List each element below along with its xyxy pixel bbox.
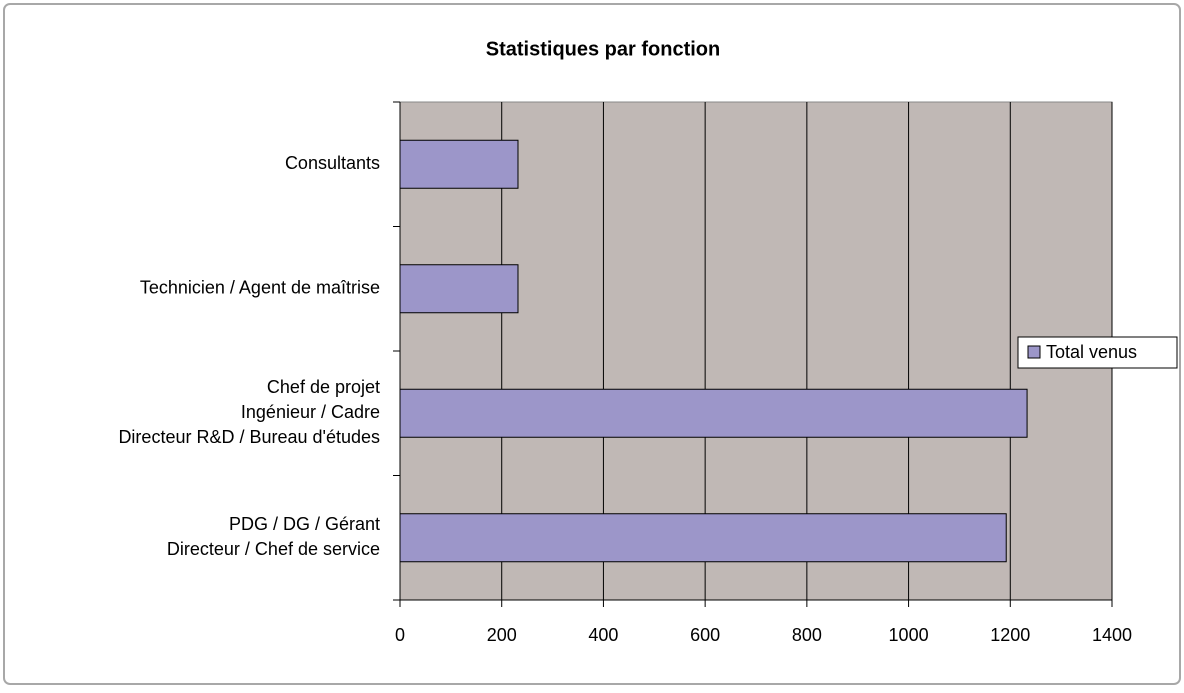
y-tick-label: Consultants [285, 153, 380, 173]
y-tick-label: Directeur R&D / Bureau d'études [118, 427, 380, 447]
x-tick-label: 200 [487, 625, 517, 645]
bar [399, 139, 519, 189]
x-tick-label: 600 [690, 625, 720, 645]
x-tick-label: 0 [395, 625, 405, 645]
legend-swatch [1027, 345, 1041, 359]
x-tick-label: 1000 [889, 625, 929, 645]
x-tick-label: 1400 [1092, 625, 1132, 645]
y-tick-label: Chef de projet [267, 377, 380, 397]
legend-label: Total venus [1046, 342, 1137, 362]
y-tick-label: Ingénieur / Cadre [241, 402, 380, 422]
x-tick-label: 1200 [990, 625, 1030, 645]
bar [399, 513, 1007, 563]
bar [399, 388, 1028, 438]
legend-box [1017, 336, 1178, 369]
x-tick-label: 800 [792, 625, 822, 645]
x-tick-label: 400 [588, 625, 618, 645]
y-tick-label: PDG / DG / Gérant [229, 514, 380, 534]
y-tick-label: Technicien / Agent de maîtrise [140, 278, 380, 298]
bar [399, 264, 519, 314]
y-tick-label: Directeur / Chef de service [167, 539, 380, 559]
chart-title: Statistiques par fonction [486, 38, 720, 60]
